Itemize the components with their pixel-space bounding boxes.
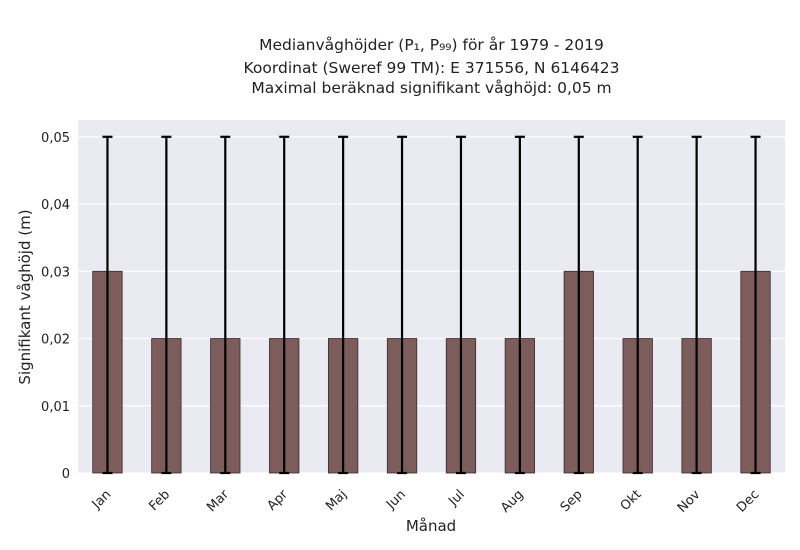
x-tick-label: Jul: [445, 487, 467, 509]
y-tick-label: 0,02: [41, 333, 70, 348]
y-axis-label: Signifikant våghöjd (m): [16, 209, 34, 384]
error-bar-aug: [514, 135, 525, 475]
x-tick-label: Apr: [265, 487, 292, 514]
x-tick-label: Nov: [675, 487, 704, 516]
plot-area: [78, 120, 785, 473]
x-axis-label: Månad: [406, 517, 456, 535]
x-tick-label: Jun: [383, 487, 409, 513]
y-tick-label: 0: [62, 467, 70, 482]
error-bar-feb: [161, 135, 172, 475]
error-bar-jul: [455, 135, 466, 475]
y-axis-ticks: 0 0,01 0,02 0,03 0,04 0,05: [41, 131, 70, 482]
error-bar-jan: [102, 135, 113, 475]
error-bar-maj: [338, 135, 349, 475]
error-bar-apr: [279, 135, 290, 475]
error-bar-sep: [573, 135, 584, 475]
chart-title-line-1: Medianvåghöjder (P₁, P₉₉) för år 1979 - …: [259, 36, 604, 54]
chart-title-line-3: Maximal beräknad signifikant våghöjd: 0,…: [251, 79, 612, 97]
error-bar-okt: [632, 135, 643, 475]
y-tick-label: 0,04: [41, 198, 70, 213]
x-tick-label: Aug: [498, 487, 527, 516]
error-bar-dec: [750, 135, 761, 475]
x-tick-label: Okt: [618, 487, 645, 514]
error-bar-nov: [691, 135, 702, 475]
y-tick-label: 0,05: [41, 131, 70, 146]
error-bar-mar: [220, 135, 231, 475]
error-bars: [102, 135, 761, 475]
y-tick-label: 0,03: [41, 265, 70, 280]
x-tick-label: Feb: [146, 487, 173, 514]
x-tick-label: Dec: [734, 487, 762, 515]
chart-title-line-2: Koordinat (Sweref 99 TM): E 371556, N 61…: [243, 59, 620, 77]
x-tick-label: Jan: [89, 487, 114, 512]
x-tick-label: Mar: [204, 487, 232, 515]
x-axis-ticks: Jan Feb Mar Apr Maj Jun Jul Aug Sep Okt Nov Dec: [89, 487, 763, 516]
x-tick-label: Sep: [558, 487, 586, 515]
error-bar-jun: [397, 135, 408, 475]
y-tick-label: 0,01: [41, 400, 70, 415]
x-tick-label: Maj: [323, 487, 350, 514]
grid-lines: [78, 136, 785, 474]
